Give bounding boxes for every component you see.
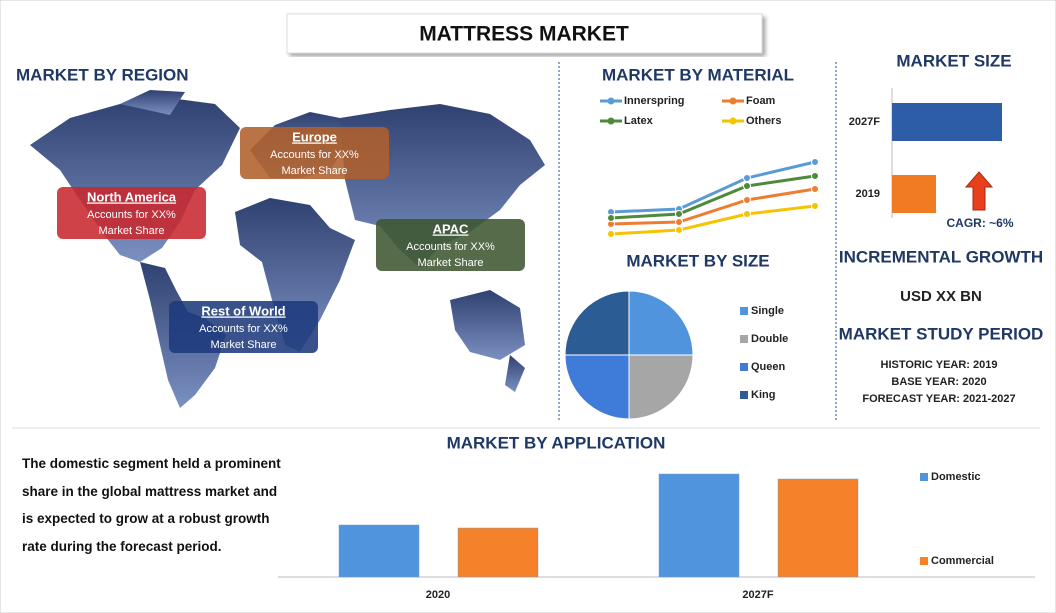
section-title: MARKET BY REGION — [16, 65, 189, 84]
region-text: Accounts for XX% — [406, 241, 495, 253]
point — [675, 210, 683, 218]
bar — [658, 473, 740, 578]
point — [743, 182, 751, 190]
legend-marker — [729, 117, 737, 125]
legend-swatch — [740, 307, 748, 315]
region-box — [376, 219, 525, 271]
legend-swatch — [740, 335, 748, 343]
legend-label: King — [751, 389, 775, 401]
legend-swatch — [920, 473, 928, 481]
y-tick-label: 2027F — [849, 116, 880, 128]
period-line: BASE YEAR: 2020 — [891, 376, 986, 388]
chart-title: MARKET SIZE — [896, 51, 1011, 70]
legend-swatch — [920, 557, 928, 565]
period-line: FORECAST YEAR: 2021-2027 — [862, 393, 1015, 405]
section-title: MARKET STUDY PERIOD — [839, 324, 1044, 343]
growth-value: USD XX BN — [900, 288, 982, 305]
legend-marker — [607, 117, 615, 125]
section-title: INCREMENTAL GROWTH — [839, 247, 1043, 266]
pie-slice — [628, 290, 694, 356]
legend-marker — [607, 97, 615, 105]
title-box — [286, 13, 763, 54]
annotation: CAGR: ~6% — [946, 216, 1013, 230]
point — [743, 210, 751, 218]
legend-label: Domestic — [931, 471, 981, 483]
application-note: The domestic segment held a prominent sh… — [22, 456, 281, 554]
legend-label: Others — [746, 115, 781, 127]
chart-title: MARKET BY SIZE — [626, 251, 769, 270]
legend-label: Innerspring — [624, 95, 685, 107]
point — [743, 174, 751, 182]
legend-label: Single — [751, 305, 784, 317]
bar — [338, 524, 420, 578]
region-name: North America — [87, 189, 177, 204]
bar — [457, 527, 539, 578]
legend-label: Double — [751, 333, 788, 345]
bar — [892, 103, 1002, 141]
region-text: Accounts for XX% — [87, 209, 176, 221]
y-tick-label: 2019 — [856, 188, 880, 200]
legend-swatch — [740, 391, 748, 399]
period-line: HISTORIC YEAR: 2019 — [881, 359, 998, 371]
region-name: APAC — [433, 221, 469, 236]
region-text: Accounts for XX% — [270, 149, 359, 161]
bar — [777, 478, 859, 578]
point — [811, 172, 819, 180]
point — [811, 185, 819, 193]
region-text: Market Share — [98, 225, 164, 237]
x-tick-label: 2020 — [426, 589, 450, 601]
point — [743, 196, 751, 204]
legend-label: Queen — [751, 361, 786, 373]
region-text: Market Share — [281, 165, 347, 177]
series-line — [610, 160, 816, 214]
pie-slice — [628, 354, 694, 420]
series-line — [610, 174, 816, 220]
pie-slice — [564, 290, 630, 356]
chart-title: MARKET BY MATERIAL — [602, 65, 794, 84]
region-name: Europe — [292, 129, 337, 144]
region-text: Accounts for XX% — [199, 323, 288, 335]
x-tick-label: 2027F — [742, 589, 773, 601]
region-text: Market Share — [417, 257, 483, 269]
legend-marker — [729, 97, 737, 105]
series-line — [610, 204, 816, 236]
legend-label: Latex — [624, 115, 654, 127]
page-title: MATTRESS MARKET — [419, 23, 629, 46]
series-line — [610, 187, 816, 226]
legend-label: Commercial — [931, 555, 994, 567]
pie-slice — [564, 354, 630, 420]
point — [811, 202, 819, 210]
chart-title: MARKET BY APPLICATION — [447, 433, 666, 452]
point — [607, 214, 615, 222]
point — [675, 226, 683, 234]
point — [675, 218, 683, 226]
region-box — [169, 301, 318, 353]
bar — [892, 175, 936, 213]
region-text: Market Share — [210, 339, 276, 351]
point — [607, 230, 615, 238]
region-box — [57, 187, 206, 239]
region-name: Rest of World — [201, 303, 285, 318]
region-box — [240, 127, 389, 179]
point — [811, 158, 819, 166]
legend-label: Foam — [746, 95, 776, 107]
cagr-arrow — [964, 171, 994, 211]
legend-swatch — [740, 363, 748, 371]
